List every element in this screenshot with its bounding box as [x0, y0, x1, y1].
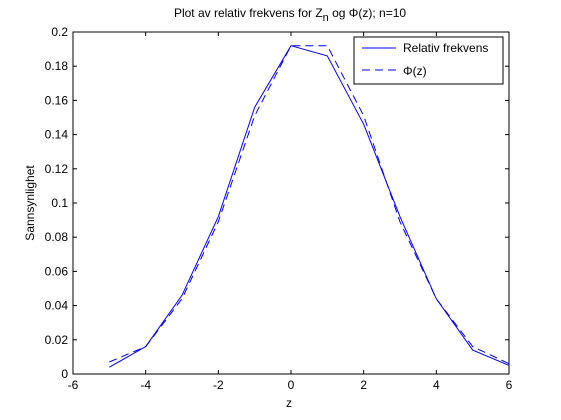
- y-tick-label: 0.1: [51, 196, 68, 210]
- x-tick-label: -4: [140, 378, 151, 392]
- y-axis-label: Sannsynlighet: [23, 165, 37, 241]
- y-tick-label: 0.02: [45, 333, 69, 347]
- series-lines: [109, 45, 510, 368]
- x-axis-label: z: [286, 396, 292, 410]
- x-tick-label: 2: [360, 378, 367, 392]
- legend: Relativ frekvens Φ(z): [353, 36, 504, 85]
- y-tick-label: 0.18: [45, 59, 69, 73]
- y-tick-label: 0.14: [45, 128, 69, 142]
- chart-title-prefix: Plot av relativ frekvens for Z: [174, 6, 323, 20]
- y-tick-label: 0.16: [45, 93, 69, 107]
- x-tick-label: 0: [288, 378, 295, 392]
- x-tick-label: 6: [506, 378, 513, 392]
- chart-title-subscript: n: [323, 12, 329, 24]
- chart-title: Plot av relativ frekvens for Zn og Φ(z);…: [174, 6, 406, 24]
- legend-label-relativ-frekvens: Relativ frekvens: [403, 41, 488, 55]
- series-line-phi-z: [109, 45, 510, 365]
- y-tick-label: 0.2: [51, 25, 68, 39]
- legend-box: [353, 36, 504, 85]
- plot-area: [72, 31, 510, 375]
- y-tick-label: 0: [61, 367, 68, 381]
- axis-ticks: -6 -4 -2 0 2 4 6 0 0.02 0.04 0.06 0.08 0.1 0.12 0.14 0.…: [45, 25, 513, 392]
- chart-title-suffix: og Φ(z); n=10: [329, 6, 407, 20]
- x-tick-label: 4: [433, 378, 440, 392]
- x-tick-label: -6: [68, 378, 79, 392]
- y-tick-label: 0.06: [45, 264, 69, 278]
- legend-label-phi-z: Φ(z): [403, 64, 427, 78]
- y-tick-label: 0.04: [45, 299, 69, 313]
- y-tick-label: 0.12: [45, 162, 69, 176]
- y-tick-label: 0.08: [45, 230, 69, 244]
- series-line-relativ-frekvens: [109, 45, 510, 368]
- x-tick-label: -2: [213, 378, 224, 392]
